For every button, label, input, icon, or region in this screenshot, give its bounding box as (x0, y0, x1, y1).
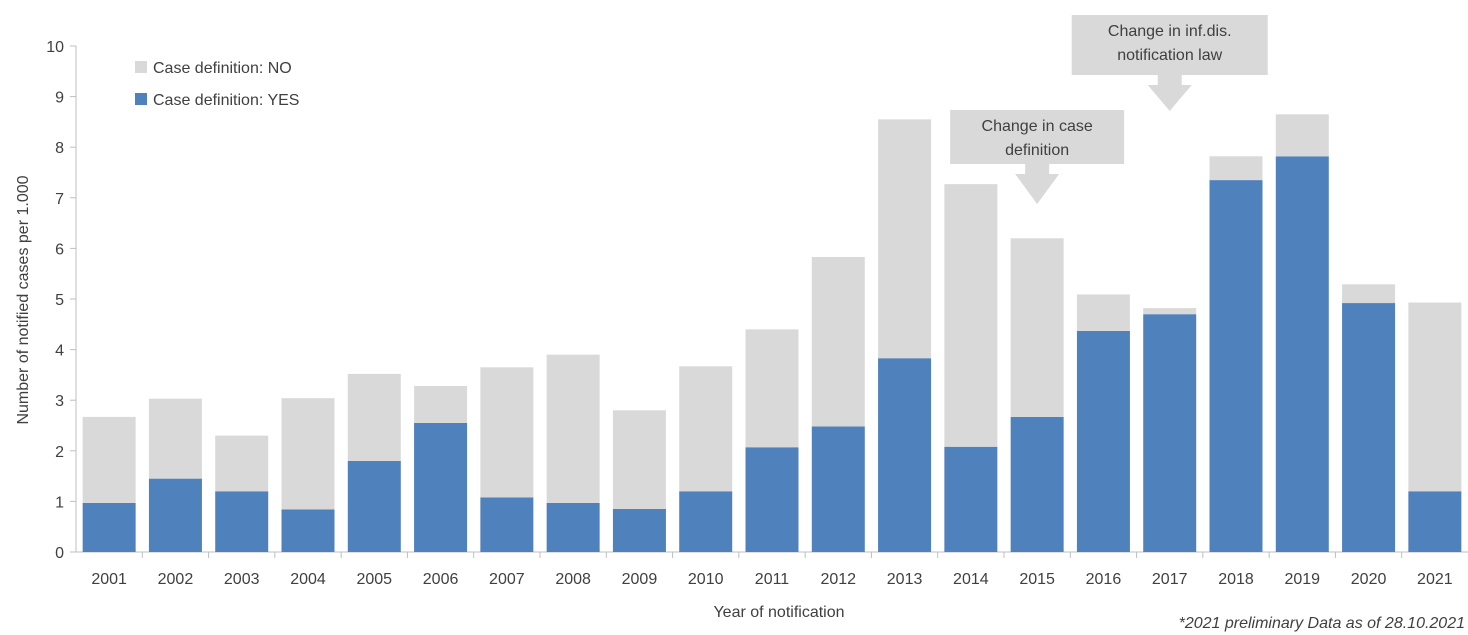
bar-segment-no (1342, 284, 1396, 304)
bar-segment-no (546, 354, 600, 503)
bar-segment-no (148, 398, 202, 479)
bar-segment-no (1275, 114, 1329, 157)
bars (82, 114, 1462, 553)
bar-segment-no (745, 329, 799, 448)
bar-segment-yes (679, 491, 733, 552)
legend-swatch (135, 93, 147, 105)
bar-segment-yes (148, 478, 202, 552)
axes: 0 1 2 3 4 5 6 7 8 9 10 2001 2002 2003 2004 2005 2006 2007… (46, 39, 1468, 588)
x-tick-label: 2012 (820, 571, 856, 588)
x-tick-label: 2013 (887, 571, 923, 588)
x-tick-label: 2002 (158, 571, 194, 588)
bar-segment-yes (612, 508, 666, 552)
bar-segment-yes (347, 460, 401, 552)
bar-segment-no (480, 367, 534, 498)
callout-text: Change in inf.dis. (1108, 23, 1232, 40)
x-tick-label: 2005 (356, 571, 392, 588)
bar-segment-yes (944, 446, 998, 552)
bar-segment-yes (1143, 314, 1197, 552)
bar-segment-no (1209, 156, 1263, 181)
y-tick-label: 8 (55, 140, 64, 157)
x-tick-label: 2007 (489, 571, 525, 588)
x-tick-label: 2021 (1417, 571, 1453, 588)
x-tick-label: 2009 (622, 571, 658, 588)
bar-segment-no (1076, 294, 1130, 331)
bar-segment-yes (1408, 491, 1462, 552)
bar-segment-yes (811, 426, 865, 552)
bar-segment-yes (480, 497, 534, 552)
x-tick-label: 2020 (1351, 571, 1387, 588)
bar-segment-yes (414, 422, 468, 552)
annotations: Change in case definition Change in inf.di… (950, 15, 1268, 204)
bar-segment-yes (1076, 330, 1130, 552)
bar-segment-no (878, 119, 932, 359)
y-tick-label: 3 (55, 393, 64, 410)
x-tick-label: 2003 (224, 571, 260, 588)
bar-segment-no (1408, 302, 1462, 492)
bar-segment-no (679, 366, 733, 492)
x-tick-label: 2017 (1152, 571, 1188, 588)
x-tick-label: 2014 (953, 571, 989, 588)
bar-segment-no (1143, 308, 1197, 315)
bar-segment-no (944, 184, 998, 447)
callout-text: Change in case (982, 118, 1093, 135)
legend-swatch (135, 61, 147, 73)
y-tick-label: 10 (46, 39, 64, 56)
bar-segment-no (215, 435, 269, 492)
bar-segment-no (347, 373, 401, 461)
callout-text: notification law (1117, 47, 1222, 64)
x-tick-label: 2001 (91, 571, 127, 588)
y-tick-label: 0 (55, 545, 64, 562)
callout-text: definition (1005, 142, 1069, 159)
x-axis-label: Year of notification (713, 604, 844, 621)
x-tick-label: 2006 (423, 571, 459, 588)
legend-label: Case definition: YES (153, 92, 299, 109)
x-tick-label: 2010 (688, 571, 724, 588)
bar-segment-yes (1275, 156, 1329, 553)
down-arrow-icon (1015, 164, 1060, 204)
bar-segment-yes (1010, 416, 1064, 552)
y-axis-label: Number of notified cases per 1.000 (15, 175, 32, 424)
x-tick-label: 2016 (1086, 571, 1122, 588)
y-tick-label: 2 (55, 444, 64, 461)
bar-segment-yes (878, 358, 932, 552)
x-tick-label: 2011 (755, 571, 790, 588)
y-tick-label: 9 (55, 90, 64, 107)
x-tick-label: 2008 (555, 571, 591, 588)
legend: Case definition: NO Case definition: YES (135, 60, 299, 109)
x-tick-label: 2018 (1218, 571, 1254, 588)
bar-segment-no (811, 257, 865, 427)
callout-box (950, 110, 1125, 164)
bar-segment-yes (1342, 303, 1396, 552)
bar-segment-yes (82, 502, 136, 552)
down-arrow-icon (1147, 75, 1192, 111)
bar-segment-no (281, 398, 335, 510)
bar-segment-yes (215, 491, 269, 552)
callout-box (1071, 15, 1268, 75)
annotation-callout: Change in case definition (950, 110, 1125, 204)
x-tick-label: 2019 (1284, 571, 1320, 588)
bar-segment-no (1010, 238, 1064, 417)
bar-segment-yes (281, 509, 335, 552)
legend-label: Case definition: NO (153, 60, 292, 77)
y-tick-label: 6 (55, 241, 64, 258)
bar-segment-no (612, 410, 666, 509)
bar-segment-no (414, 386, 468, 423)
y-tick-label: 1 (55, 494, 64, 511)
footnote: *2021 preliminary Data as of 28.10.2021 (1179, 615, 1465, 632)
y-tick-label: 5 (55, 292, 64, 309)
bar-segment-yes (546, 502, 600, 552)
annotation-callout: Change in inf.dis. notification law (1071, 15, 1268, 111)
bar-segment-yes (745, 447, 799, 552)
y-tick-label: 7 (55, 191, 64, 208)
bar-segment-no (82, 416, 136, 503)
x-tick-label: 2004 (290, 571, 326, 588)
x-tick-label: 2015 (1019, 571, 1055, 588)
y-tick-label: 4 (55, 343, 64, 360)
bar-segment-yes (1209, 180, 1263, 552)
